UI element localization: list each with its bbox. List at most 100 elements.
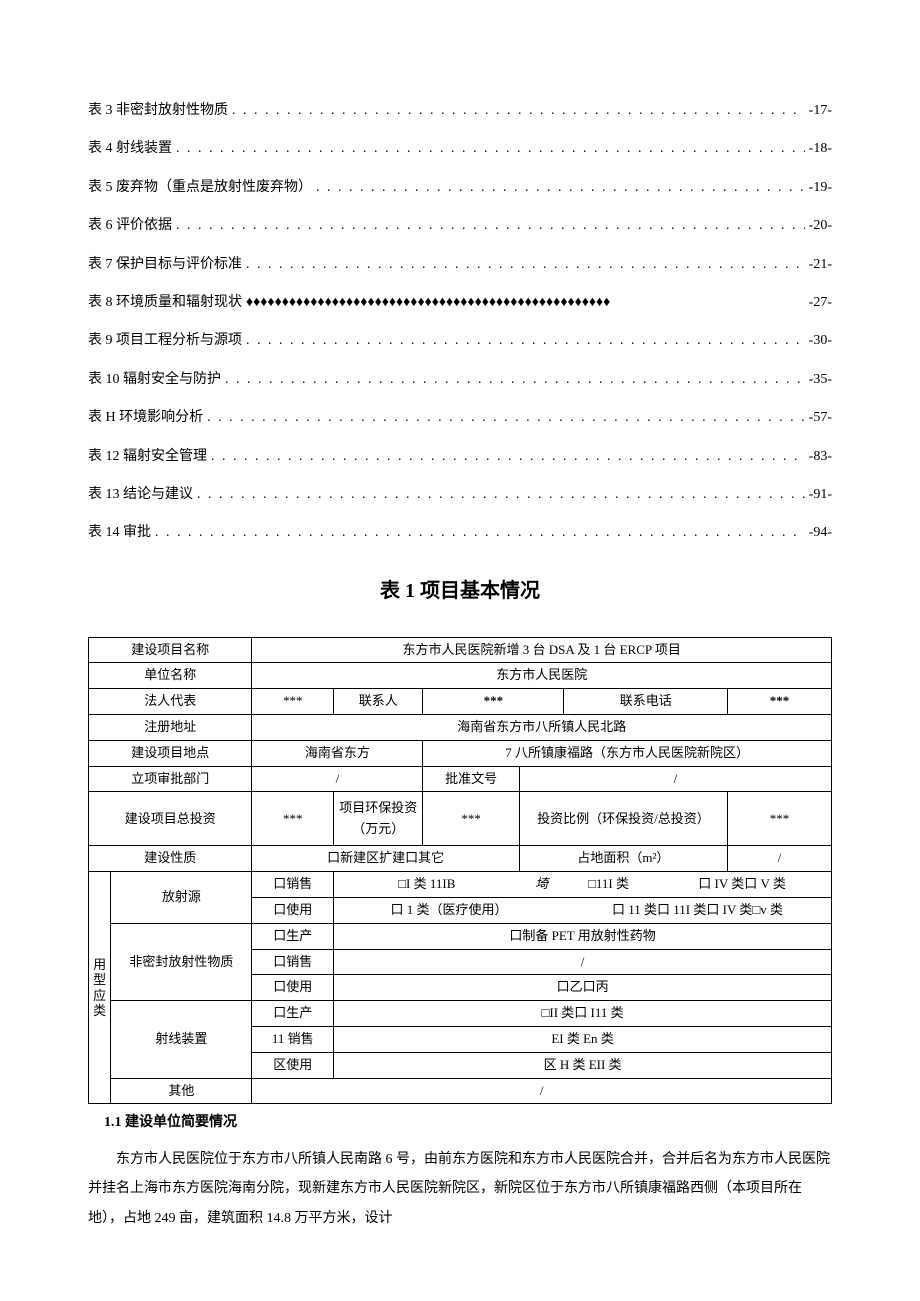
toc-entry: 表 12 辐射安全管理. . . . . . . . . . . . . . .… <box>88 446 832 468</box>
toc-page: -19- <box>809 177 832 199</box>
toc-leader: . . . . . . . . . . . . . . . . . . . . … <box>316 177 805 199</box>
toc-leader: . . . . . . . . . . . . . . . . . . . . … <box>207 407 805 429</box>
toc-page: -27- <box>809 292 832 314</box>
cell-category: 用型应类 <box>89 872 111 1104</box>
toc-label: 表 3 非密封放射性物质 <box>88 100 228 122</box>
cell-label: 其他 <box>111 1078 252 1104</box>
toc-label: 表 12 辐射安全管理 <box>88 446 207 468</box>
cell-value: / <box>252 766 423 792</box>
cell-label: 法人代表 <box>89 689 252 715</box>
toc-label: 表 7 保护目标与评价标准 <box>88 254 242 276</box>
toc-page: -20- <box>809 215 832 237</box>
cell-label: 射线装置 <box>111 1001 252 1078</box>
cell-label: 联系人 <box>334 689 423 715</box>
cell-value: 东方市人民医院新增 3 台 DSA 及 1 台 ERCP 项目 <box>252 637 832 663</box>
cell-value: 区使用 <box>252 1052 334 1078</box>
cell-label: 注册地址 <box>89 715 252 741</box>
table-row: 建设项目总投资 *** 项目环保投资（万元） *** 投资比例（环保投资/总投资… <box>89 792 832 846</box>
cell-value: 海南省东方 <box>252 740 423 766</box>
toc-page: -57- <box>809 407 832 429</box>
table-of-contents: 表 3 非密封放射性物质. . . . . . . . . . . . . . … <box>88 100 832 545</box>
toc-entry: 表 4 射线装置. . . . . . . . . . . . . . . . … <box>88 138 832 160</box>
toc-entry: 表 10 辐射安全与防护. . . . . . . . . . . . . . … <box>88 369 832 391</box>
cell-value: / <box>252 1078 832 1104</box>
toc-page: -18- <box>809 138 832 160</box>
cell-value: 口销售 <box>252 949 334 975</box>
toc-leader: . . . . . . . . . . . . . . . . . . . . … <box>197 484 805 506</box>
cell-value: 7 八所镇康福路（东方市人民医院新院区） <box>423 740 832 766</box>
cell-value: / <box>334 949 832 975</box>
toc-page: -94- <box>809 522 832 544</box>
toc-label: 表 9 项目工程分析与源项 <box>88 330 242 352</box>
table-row: 其他 / <box>89 1078 832 1104</box>
table-row: 建设项目地点 海南省东方 7 八所镇康福路（东方市人民医院新院区） <box>89 740 832 766</box>
toc-leader: . . . . . . . . . . . . . . . . . . . . … <box>225 369 805 391</box>
cell-value: *** <box>727 792 831 846</box>
toc-label: 表 14 审批 <box>88 522 151 544</box>
toc-leader: . . . . . . . . . . . . . . . . . . . . … <box>155 522 805 544</box>
cell-value: *** <box>423 689 564 715</box>
cell-value: 东方市人民医院 <box>252 663 832 689</box>
table-row: 射线装置 口生产 □II 类口 I11 类 <box>89 1001 832 1027</box>
cell-label: 建设项目名称 <box>89 637 252 663</box>
toc-entry: 表 5 废弃物（重点是放射性废弃物）. . . . . . . . . . . … <box>88 177 832 199</box>
project-info-table: 建设项目名称 东方市人民医院新增 3 台 DSA 及 1 台 ERCP 项目 单… <box>88 637 832 1105</box>
toc-entry: 表 H 环境影响分析. . . . . . . . . . . . . . . … <box>88 407 832 429</box>
cell-value: 口乙口丙 <box>334 975 832 1001</box>
cell-value: 口使用 <box>252 898 334 924</box>
toc-page: -83- <box>809 446 832 468</box>
toc-label: 表 6 评价依据 <box>88 215 172 237</box>
cell-value: 口制备 PET 用放射性药物 <box>334 923 832 949</box>
cell-label: 非密封放射性物质 <box>111 923 252 1000</box>
toc-page: -17- <box>809 100 832 122</box>
table-row: 非密封放射性物质 口生产 口制备 PET 用放射性药物 <box>89 923 832 949</box>
toc-page: -30- <box>809 330 832 352</box>
toc-label: 表 4 射线装置 <box>88 138 172 160</box>
cell-value: 口使用 <box>252 975 334 1001</box>
cell-value: 口新建区扩建口其它 <box>252 846 519 872</box>
cell-value: 口 11 类口 11I 类口 IV 类□v 类 <box>564 898 832 924</box>
table-row: 立项审批部门 / 批准文号 / <box>89 766 832 792</box>
table-row: 建设性质 口新建区扩建口其它 占地面积（m²） / <box>89 846 832 872</box>
cell-value: 口 IV 类口 V 类 <box>653 872 831 898</box>
toc-entry: 表 3 非密封放射性物质. . . . . . . . . . . . . . … <box>88 100 832 122</box>
toc-leader: . . . . . . . . . . . . . . . . . . . . … <box>246 330 805 352</box>
cell-value: □11I 类 <box>564 872 653 898</box>
cell-value: 口生产 <box>252 1001 334 1027</box>
toc-leader: . . . . . . . . . . . . . . . . . . . . … <box>176 215 805 237</box>
cell-value: / <box>727 846 831 872</box>
toc-leader: . . . . . . . . . . . . . . . . . . . . … <box>232 100 805 122</box>
cell-label: 建设项目总投资 <box>89 792 252 846</box>
cell-value: 口 1 类（医疗使用） <box>334 898 564 924</box>
toc-entry: 表 14 审批. . . . . . . . . . . . . . . . .… <box>88 522 832 544</box>
toc-label: 表 H 环境影响分析 <box>88 407 203 429</box>
cell-label: 批准文号 <box>423 766 520 792</box>
toc-page: -91- <box>809 484 832 506</box>
toc-entry: 表 7 保护目标与评价标准. . . . . . . . . . . . . .… <box>88 254 832 276</box>
cell-value: □II 类口 I11 类 <box>334 1001 832 1027</box>
cell-value: *** <box>252 689 334 715</box>
toc-leader: . . . . . . . . . . . . . . . . . . . . … <box>211 446 805 468</box>
cell-value: EI 类 En 类 <box>334 1027 832 1053</box>
cell-label: 放射源 <box>111 872 252 924</box>
toc-entry: 表 13 结论与建议. . . . . . . . . . . . . . . … <box>88 484 832 506</box>
cell-value: 口销售 <box>252 872 334 898</box>
table-row: 用型应类 放射源 口销售 □I 类 11IB 埼 □11I 类 口 IV 类口 … <box>89 872 832 898</box>
cell-label: 项目环保投资（万元） <box>334 792 423 846</box>
cell-label: 单位名称 <box>89 663 252 689</box>
cell-label: 立项审批部门 <box>89 766 252 792</box>
toc-label: 表 10 辐射安全与防护 <box>88 369 221 391</box>
cell-label: 建设性质 <box>89 846 252 872</box>
toc-label: 表 8 环境质量和辐射现状 <box>88 292 242 314</box>
cell-value: 海南省东方市八所镇人民北路 <box>252 715 832 741</box>
cell-label: 占地面积（m²） <box>519 846 727 872</box>
cell-value: *** <box>727 689 831 715</box>
cell-value: / <box>519 766 831 792</box>
cell-value: □I 类 11IB <box>334 872 520 898</box>
cell-value: *** <box>252 792 334 846</box>
paragraph: 东方市人民医院位于东方市八所镇人民南路 6 号，由前东方医院和东方市人民医院合并… <box>88 1145 832 1233</box>
toc-entry: 表 9 项目工程分析与源项. . . . . . . . . . . . . .… <box>88 330 832 352</box>
table-row: 法人代表 *** 联系人 *** 联系电话 *** <box>89 689 832 715</box>
cell-label: 建设项目地点 <box>89 740 252 766</box>
toc-label: 表 5 废弃物（重点是放射性废弃物） <box>88 177 312 199</box>
